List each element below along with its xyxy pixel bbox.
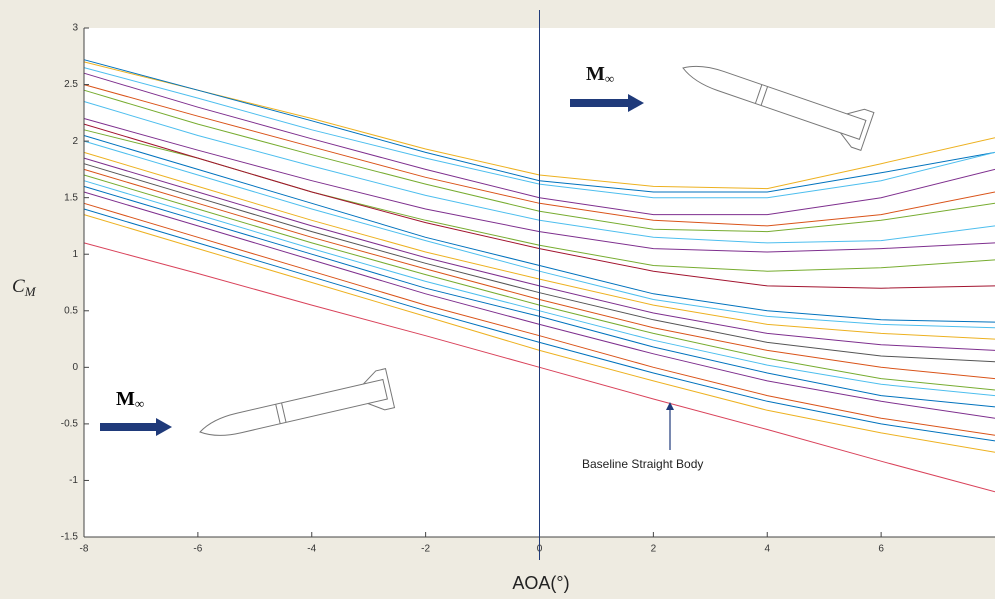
x-tick-label: 2 (651, 544, 657, 555)
annotation: Baseline Straight Body (582, 457, 703, 471)
y-tick-label: 1.5 (64, 192, 78, 203)
rocket-band (754, 84, 763, 104)
y-axis-label-base: C (12, 276, 25, 297)
rocket-icon (682, 65, 875, 152)
y-tick-label: 2 (72, 136, 78, 147)
mach-base: M (116, 388, 135, 410)
rocket-body (682, 65, 867, 140)
x-tick-label: -8 (80, 544, 89, 555)
rocket-fin (840, 108, 875, 152)
y-axis-label: CM (12, 276, 37, 299)
mach-sub: ∞ (605, 71, 614, 86)
x-tick-label: 4 (764, 544, 770, 555)
y-tick-label: 1 (72, 249, 78, 260)
rocket-band (275, 404, 281, 424)
x-tick-label: -6 (193, 544, 202, 555)
y-tick-label: 0 (72, 362, 78, 373)
mach-base: M (586, 63, 605, 85)
x-axis-label: AOA(°) (512, 573, 569, 593)
x-tick-label: 6 (878, 544, 884, 555)
flow-arrow (570, 99, 630, 107)
y-tick-label: 0.5 (64, 305, 78, 316)
rocket-icon (199, 368, 396, 436)
mach-label: M∞ (116, 388, 144, 411)
y-axis-label-sub: M (24, 284, 37, 299)
rocket-band (281, 402, 287, 423)
y-tick-label: 2.5 (64, 79, 78, 90)
y-tick-label: -1.5 (61, 532, 79, 543)
flow-arrowhead (628, 94, 644, 112)
mach-sub: ∞ (135, 396, 144, 411)
x-tick-label: -2 (421, 544, 430, 555)
flow-arrow (100, 423, 158, 431)
y-tick-label: -0.5 (61, 419, 79, 430)
y-tick-label: -1 (69, 475, 78, 486)
rocket-fin (363, 368, 396, 411)
x-tick-label: -4 (307, 544, 316, 555)
flow-arrowhead (156, 418, 172, 436)
rocket-band (760, 86, 769, 106)
y-tick-label: 3 (72, 23, 78, 34)
annotation-arrowhead (666, 402, 674, 410)
rocket-body (199, 378, 388, 436)
mach-label: M∞ (586, 63, 614, 86)
